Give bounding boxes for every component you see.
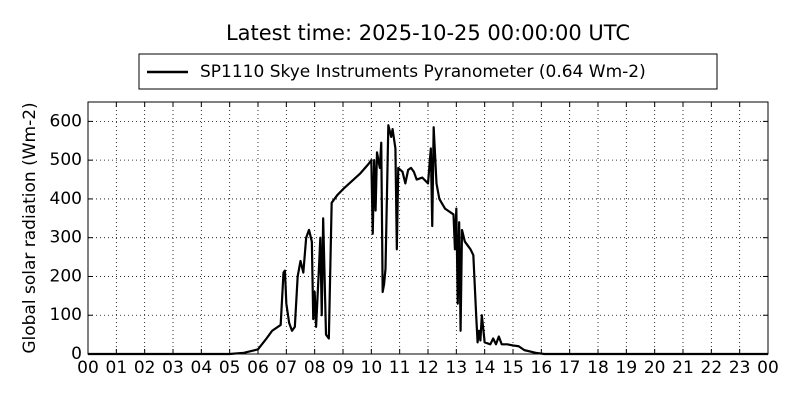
x-tick-label: 08: [304, 358, 326, 378]
y-axis-label: Global solar radiation (Wm-2): [20, 102, 40, 353]
y-tick-label: 600: [50, 111, 82, 131]
x-tick-label: 10: [361, 358, 383, 378]
x-tick-label: 15: [502, 358, 524, 378]
x-tick-label: 04: [191, 358, 213, 378]
x-tick-label: 03: [162, 358, 184, 378]
x-tick-label: 00: [757, 358, 779, 378]
plot-frame: [87, 101, 769, 355]
x-tick-label: 16: [531, 358, 553, 378]
x-tick-label: 13: [446, 358, 468, 378]
x-tick-label: 23: [729, 358, 751, 378]
y-tick-label: 500: [50, 150, 82, 170]
x-tick-label: 07: [276, 358, 298, 378]
x-tick-label: 22: [701, 358, 723, 378]
legend-label: SP1110 Skye Instruments Pyranometer (0.6…: [200, 62, 646, 82]
x-tick-label: 11: [389, 358, 411, 378]
x-tick-label: 18: [587, 358, 609, 378]
x-tick-label: 14: [474, 358, 496, 378]
x-tick-label: 17: [559, 358, 581, 378]
x-tick-label: 19: [616, 358, 638, 378]
x-tick-label: 05: [219, 358, 241, 378]
x-tick-label: 00: [77, 358, 99, 378]
chart-title: Latest time: 2025-10-25 00:00:00 UTC: [226, 21, 630, 45]
x-tick-label: 21: [672, 358, 694, 378]
y-tick-label: 100: [50, 305, 82, 325]
y-tick-label: 400: [50, 189, 82, 209]
y-tick-label: 300: [50, 228, 82, 248]
y-tick-label: 0: [71, 344, 82, 364]
x-tick-label: 01: [106, 358, 128, 378]
legend-box: [138, 53, 718, 90]
x-tick-label: 06: [247, 358, 269, 378]
data-line: [88, 124, 768, 356]
x-tick-label: 20: [644, 358, 666, 378]
y-tick-label: 200: [50, 266, 82, 286]
x-tick-label: 02: [134, 358, 156, 378]
x-tick-label: 09: [332, 358, 354, 378]
x-tick-label: 12: [417, 358, 439, 378]
